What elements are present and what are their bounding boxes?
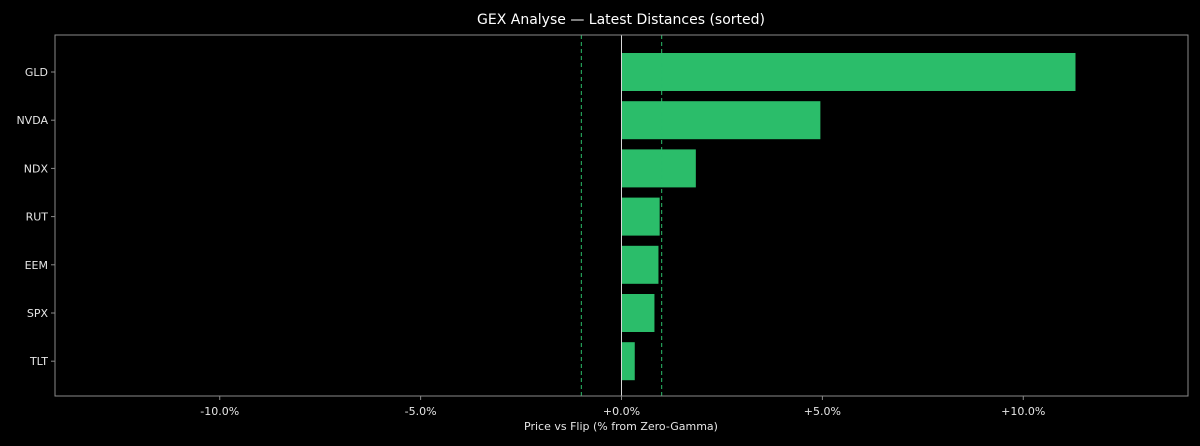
x-tick-label: -5.0% [405,405,437,418]
bar-spx [621,294,655,332]
bar-ndx [621,149,696,188]
y-tick-label-gld: GLD [25,66,48,79]
y-tick-label-ndx: NDX [24,162,49,175]
chart-title: GEX Analyse — Latest Distances (sorted) [477,12,765,28]
x-tick-label: +10.0% [1001,405,1045,418]
x-tick-label: -10.0% [200,405,239,418]
bar-tlt [621,342,635,381]
bar-rut [621,197,660,236]
y-tick-label-spx: SPX [27,307,49,320]
y-tick-label-tlt: TLT [29,355,48,368]
x-tick-label: +0.0% [603,405,640,418]
y-tick-label-nvda: NVDA [16,114,48,127]
y-tick-label-rut: RUT [26,211,49,224]
x-tick-label: +5.0% [804,405,841,418]
bar-eem [621,245,659,284]
bar-gld [621,53,1076,91]
bar-nvda [621,101,821,140]
y-tick-label-eem: EEM [25,259,48,272]
x-axis-label: Price vs Flip (% from Zero-Gamma) [524,420,718,433]
